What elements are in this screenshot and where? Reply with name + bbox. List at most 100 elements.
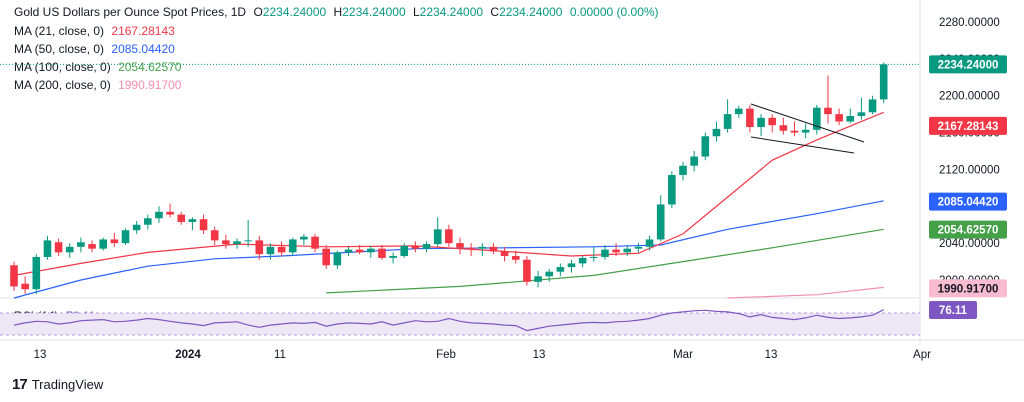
candle-body [188,219,197,222]
candle [188,217,197,231]
ma21-line [13,111,884,276]
candle [768,114,776,133]
candle-body [868,99,877,113]
candle-body [110,239,119,244]
x-axis[interactable]: 13 2024 11 Feb 13 Mar 13 Apr [34,349,932,361]
candle-body [322,248,330,266]
indicator-ma200[interactable]: MA (200, close, 0) 1990.91700 [14,78,181,92]
ma21-label: MA (21, close, 0) [14,24,105,38]
candle [556,263,565,277]
candle [879,62,888,104]
price-badge-ma50: 2085.04420 [929,192,1007,211]
candle [199,214,208,234]
badge-label: 2085.04420 [938,197,999,209]
x-tick-label: Feb [436,349,456,361]
ma50-line [13,200,884,299]
candle-body [511,256,520,260]
candle [177,211,186,225]
ma200-value: 1990.91700 [118,78,182,92]
tradingview-brand[interactable]: 17 TradingView [12,376,103,393]
candle [144,214,152,230]
badge-label: 1990.91700 [938,283,999,295]
candle [43,235,52,260]
candle [222,234,230,249]
candle-body [378,248,386,258]
candle [88,240,96,253]
indicator-ma100[interactable]: MA (100, close, 0) 2054.62570 [14,60,181,74]
candle [478,243,487,257]
candle-body [590,256,598,258]
wedge-lower-line [750,136,855,154]
badge-background [929,55,1007,74]
candle [656,195,665,242]
candle [445,224,453,247]
candle-body [556,267,565,272]
candle [378,244,386,260]
candle [77,237,85,253]
candle-body [99,239,107,249]
close-label: C [490,5,500,19]
rsi-badge: 76.11 [929,301,977,319]
price-badge-ma100: 2054.62570 [929,220,1007,239]
indicator-ma21[interactable]: MA (21, close, 0) 2167.28143 [14,24,175,38]
candle [255,235,264,260]
candle-body [846,115,855,122]
candle-body [690,156,698,166]
y-tick-label: 2040.00000 [939,238,1000,250]
candle [846,108,855,124]
candle [500,246,509,262]
candle-body [121,230,130,244]
candle [612,243,620,257]
candle [601,244,609,260]
candle [367,245,375,258]
candles-group [10,62,888,294]
candle-body [21,283,29,290]
candle-body [311,236,319,249]
ma200-line [727,286,884,299]
candle-body [389,256,397,258]
candle-body [433,229,442,245]
candle [712,121,721,142]
candle [824,75,832,124]
candle-body [367,248,375,253]
rsi-badge-label: 76.11 [939,305,968,317]
price-badge-ma200: 1990.91700 [929,279,1007,298]
candle [701,132,710,161]
candle-body [467,247,475,249]
candle [400,243,409,258]
candle-body [266,246,275,255]
candle [233,238,241,249]
close-value: 2234.24000 [499,5,563,19]
rsi-line [13,309,884,332]
candle-body [668,174,676,205]
high-label: H [333,5,343,19]
candle-body [857,112,866,116]
candle [54,238,63,257]
candle [790,121,799,137]
open-value: 2234.24000 [262,5,327,19]
candle-body [768,117,776,126]
candle-body [679,165,687,175]
candle [411,241,420,253]
price-badge-last: 2234.24000 [929,55,1007,74]
badge-background [929,279,1007,298]
candle [668,171,676,209]
candle [344,246,353,257]
y-tick-label: 2200.00000 [939,91,1000,103]
high-value: 2234.24000 [342,5,406,19]
candle-body [10,265,18,287]
candle-body [790,130,799,133]
badge-background [929,116,1007,135]
candle [623,244,632,257]
candle [511,250,520,264]
chart-title: Gold US Dollars per Ounce Spot Prices, 1… [14,5,247,19]
candle-body [132,224,141,231]
indicator-ma50[interactable]: MA (50, close, 0) 2085.04420 [14,42,175,56]
candle-body [746,108,754,128]
candle [333,250,342,269]
candle [32,254,41,294]
candle-body [500,251,509,257]
candle-body [723,114,732,129]
candle-body [757,117,765,128]
